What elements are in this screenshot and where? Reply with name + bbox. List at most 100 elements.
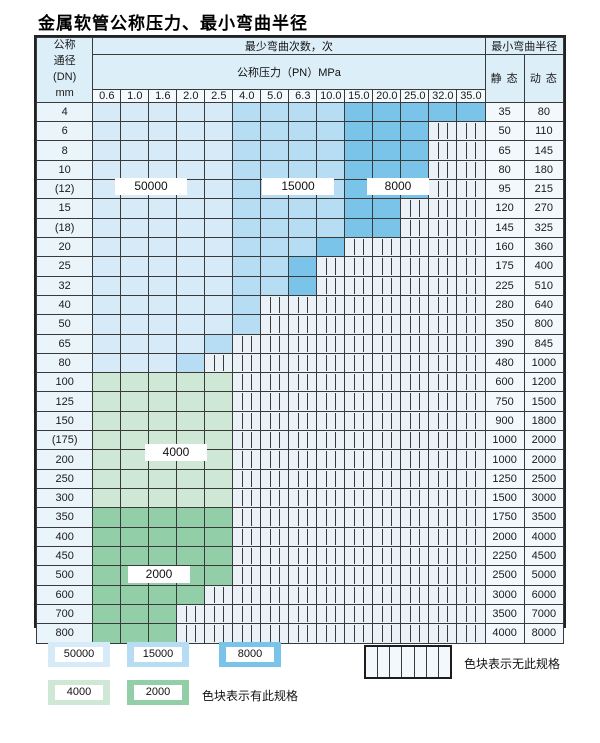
no-spec-cell (415, 647, 427, 677)
cell-unavailable (288, 410, 318, 432)
cell-available (176, 198, 206, 219)
cell-available (232, 121, 262, 142)
cell-available (148, 159, 178, 181)
row-dn-value: 65 (35, 333, 94, 354)
cell-unavailable (232, 352, 262, 374)
cell-available (176, 352, 206, 374)
no-spec-cell (402, 647, 415, 677)
cell-unavailable (232, 333, 262, 354)
cell-unavailable (288, 468, 318, 490)
cell-available (204, 507, 234, 528)
cell-unavailable (316, 565, 346, 586)
cell-unavailable (428, 507, 458, 528)
cell-unavailable (260, 333, 290, 354)
cell-available (288, 275, 318, 296)
table-row: 25 175 400 (35, 256, 565, 277)
cell-available (204, 159, 234, 181)
cell-available (204, 140, 234, 161)
header-pn-2.0: 2.0 (176, 88, 206, 103)
row-dn-value: (175) (35, 430, 94, 451)
cell-unavailable (428, 275, 458, 296)
table-row: 32 225 510 (35, 275, 565, 296)
cell-unavailable (288, 584, 318, 605)
cell-available (120, 410, 150, 432)
cell-unavailable (372, 487, 402, 509)
cell-unavailable (428, 198, 458, 219)
cell-available (260, 256, 290, 277)
row-dn-value: 100 (35, 372, 94, 393)
cell-unavailable (428, 487, 458, 509)
row-dn-value: (12) (35, 178, 94, 200)
cell-unavailable (400, 449, 430, 470)
no-spec-cell (390, 647, 403, 677)
table-row: 15 120 270 (35, 198, 565, 219)
cell-unavailable (344, 623, 374, 644)
row-dynamic-radius: 1000 (523, 352, 565, 374)
head-row-1: 公称 通径 (DN) mm 最少弯曲次数，次 最小弯曲半径 (35, 37, 564, 103)
cell-unavailable (428, 217, 458, 238)
cell-unavailable (400, 565, 430, 586)
cell-available (148, 372, 178, 393)
cell-available (148, 410, 178, 432)
cell-available (92, 487, 122, 509)
cell-available (232, 159, 262, 181)
cell-unavailable (372, 430, 402, 451)
cell-unavailable (288, 391, 318, 412)
row-dn-value: 800 (35, 623, 94, 644)
callout-50000: 50000 (115, 178, 187, 195)
cell-unavailable (260, 468, 290, 490)
cell-available (344, 198, 374, 219)
cell-available (260, 101, 290, 123)
header-pn-15.0: 15.0 (344, 88, 374, 103)
cell-unavailable (344, 507, 374, 528)
cell-unavailable (400, 198, 430, 219)
cell-available (344, 178, 374, 200)
cell-available (204, 256, 234, 277)
cell-available (176, 545, 206, 567)
cell-available (148, 352, 178, 374)
row-dn-value: 500 (35, 565, 94, 586)
cell-available (204, 526, 234, 547)
row-dynamic-radius: 270 (523, 198, 565, 219)
row-dynamic-radius: 1500 (523, 391, 565, 412)
row-static-radius: 2250 (484, 545, 525, 567)
cell-unavailable (372, 623, 402, 644)
no-spec-cell (439, 647, 450, 677)
cell-available (148, 545, 178, 567)
cell-available (92, 333, 122, 354)
cell-unavailable (428, 430, 458, 451)
row-static-radius: 145 (484, 217, 525, 238)
cell-available (176, 314, 206, 335)
cell-unavailable (344, 545, 374, 567)
cell-unavailable (372, 333, 402, 354)
no-spec-cell (378, 647, 391, 677)
cell-available (344, 159, 374, 181)
cell-unavailable (344, 256, 374, 277)
row-static-radius: 390 (484, 333, 525, 354)
cell-unavailable (316, 410, 346, 432)
cell-unavailable (400, 333, 430, 354)
dn-line-2: (DN) (53, 70, 77, 83)
table-row: 350 1750 3500 (35, 507, 565, 528)
cell-unavailable (372, 236, 402, 258)
cell-available (92, 603, 122, 625)
row-dynamic-radius: 2500 (523, 468, 565, 490)
row-dynamic-radius: 510 (523, 275, 565, 296)
cell-available (204, 294, 234, 316)
row-dynamic-radius: 325 (523, 217, 565, 238)
header-pn-4.0: 4.0 (232, 88, 262, 103)
cell-unavailable (428, 545, 458, 567)
row-static-radius: 225 (484, 275, 525, 296)
row-static-radius: 600 (484, 372, 525, 393)
row-dn-value: 150 (35, 410, 94, 432)
cell-unavailable (288, 430, 318, 451)
row-dn-value: 350 (35, 507, 94, 528)
row-dynamic-radius: 4000 (523, 526, 565, 547)
cell-unavailable (232, 410, 262, 432)
row-static-radius: 750 (484, 391, 525, 412)
cell-unavailable (344, 526, 374, 547)
cell-unavailable (372, 565, 402, 586)
header-pn-20.0: 20.0 (372, 88, 402, 103)
cell-unavailable (260, 526, 290, 547)
cell-available (428, 101, 458, 123)
